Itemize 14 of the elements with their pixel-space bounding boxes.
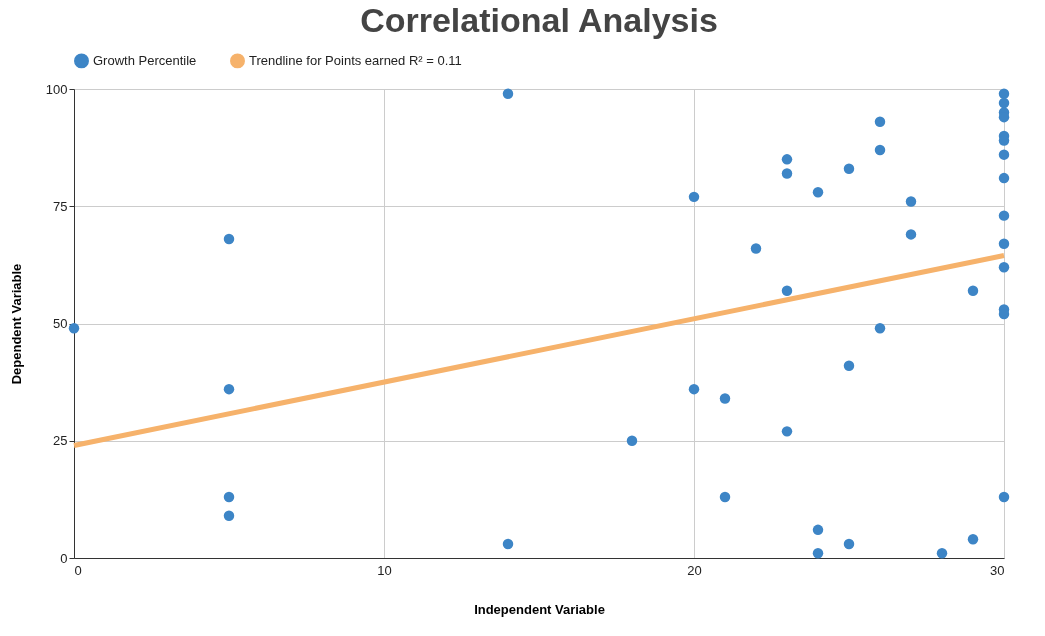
y-tick-label: 0 (60, 550, 68, 566)
y-tick-label: 50 (53, 316, 68, 331)
legend-label: Trendline for Points earned R² = 0.11 (249, 52, 462, 68)
chart-title: Correlational Analysis (360, 1, 718, 39)
x-tick-label: 10 (377, 562, 392, 578)
x-axis-title: Independent Variable (474, 601, 605, 617)
legend-label: Growth Percentile (93, 52, 197, 68)
y-axis-title: Dependent Variable (8, 263, 24, 385)
x-tick-label: 20 (687, 562, 702, 578)
x-tick-label: 0 (74, 562, 82, 578)
y-tick-label: 75 (53, 198, 68, 214)
x-tick-label: 30 (990, 562, 1005, 578)
y-tick-label: 25 (53, 433, 68, 449)
y-tick-label: 100 (45, 81, 68, 97)
